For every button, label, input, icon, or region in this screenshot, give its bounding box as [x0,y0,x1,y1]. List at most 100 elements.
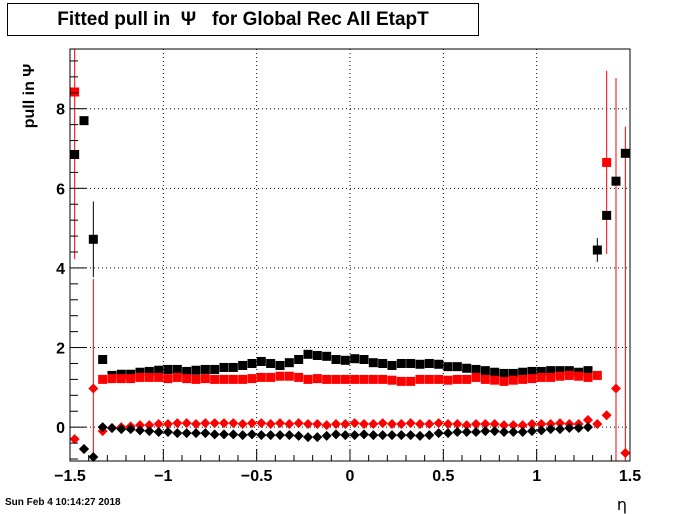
x-tick-label: −0.5 [241,468,273,485]
diamond-marker [396,418,407,429]
diamond-marker [489,418,500,429]
square-marker [415,359,425,369]
diamond-marker [163,426,173,437]
diamond-marker [116,424,127,435]
diamond-marker [312,432,323,443]
diamond-marker [275,418,285,429]
y-tick-label: 0 [56,420,65,437]
square-marker [443,362,453,372]
diamond-marker [265,418,276,429]
diamond-marker [433,428,444,439]
diamond-marker [359,429,369,440]
diamond-marker [256,418,267,429]
x-axis-label: η [617,495,627,514]
diamond-marker [228,418,239,429]
diamond-marker [405,430,416,441]
diamond-marker [153,418,164,429]
square-marker [247,358,257,368]
square-marker [88,234,98,244]
diamond-marker [293,418,304,429]
grid-lines [70,49,630,461]
diamond-marker [536,418,547,429]
diamond-marker [452,426,463,437]
square-marker [172,372,182,382]
square-marker [238,360,248,370]
square-marker [564,366,574,376]
diamond-marker [396,430,407,441]
square-marker [303,374,313,384]
diamond-marker [499,426,509,437]
square-marker [359,354,369,364]
diamond-marker [219,429,229,440]
square-marker [256,356,266,366]
square-marker [163,374,173,384]
x-tick-label: −1.5 [54,468,86,485]
diamond-marker [517,426,528,437]
square-marker [340,355,350,365]
square-marker [583,366,593,376]
plot-frame [69,48,631,462]
square-marker [527,374,537,384]
square-marker [368,358,378,368]
square-marker [396,376,406,386]
diamond-marker [433,418,444,429]
title-prefix: Fitted pull in [57,8,171,30]
data-markers [69,87,631,463]
diamond-marker [508,426,519,437]
diamond-marker [144,426,155,437]
diamond-marker [125,424,136,435]
square-marker [434,374,444,384]
diamond-marker [461,426,472,437]
diamond-marker [349,430,360,441]
square-marker [452,374,462,384]
square-marker [387,375,397,385]
square-marker [518,367,528,377]
square-marker [238,374,248,384]
square-marker [602,210,612,220]
diamond-marker [265,430,276,441]
square-marker [191,365,201,375]
tick-labels: −1.5 −1 −0.5 0 0.5 1 1.5 0 2 4 6 8 [54,102,641,485]
timestamp: Sun Feb 4 10:14:27 2018 [5,497,121,508]
diamond-marker [471,426,481,437]
square-marker [284,371,294,381]
diamond-marker [191,428,201,439]
diamond-marker [247,429,257,440]
diamond-marker [349,418,360,429]
diamond-marker [480,418,491,429]
square-marker [508,368,518,378]
diamond-marker [219,418,229,429]
square-marker [443,375,453,385]
square-marker [256,372,266,382]
diamond-marker [200,418,211,429]
square-marker [359,374,369,384]
square-marker [490,375,500,385]
square-marker [592,245,602,255]
square-marker [583,372,593,382]
chart-title: Fitted pull in Ψ for Global Rec All Etap… [7,3,479,36]
square-marker [378,358,388,368]
x-tick-label: 1 [532,468,541,485]
square-marker [312,374,322,384]
diamond-marker [461,420,472,431]
diamond-marker [368,430,379,441]
diamond-marker [517,420,528,431]
square-marker [480,366,490,376]
diamond-marker [545,424,556,435]
diamond-marker [443,418,453,429]
diamond-marker [368,418,379,429]
square-marker [182,366,192,376]
square-marker [592,370,602,380]
square-marker [303,349,313,359]
square-marker [163,364,173,374]
square-marker [135,372,145,382]
square-marker [275,360,285,370]
square-marker [172,364,182,374]
diamond-marker [88,383,99,394]
title-symbol: Ψ [180,8,197,30]
square-marker [182,374,192,384]
diamond-marker [88,452,99,463]
square-marker [322,351,332,361]
diamond-marker [452,418,463,429]
square-marker [331,354,341,364]
